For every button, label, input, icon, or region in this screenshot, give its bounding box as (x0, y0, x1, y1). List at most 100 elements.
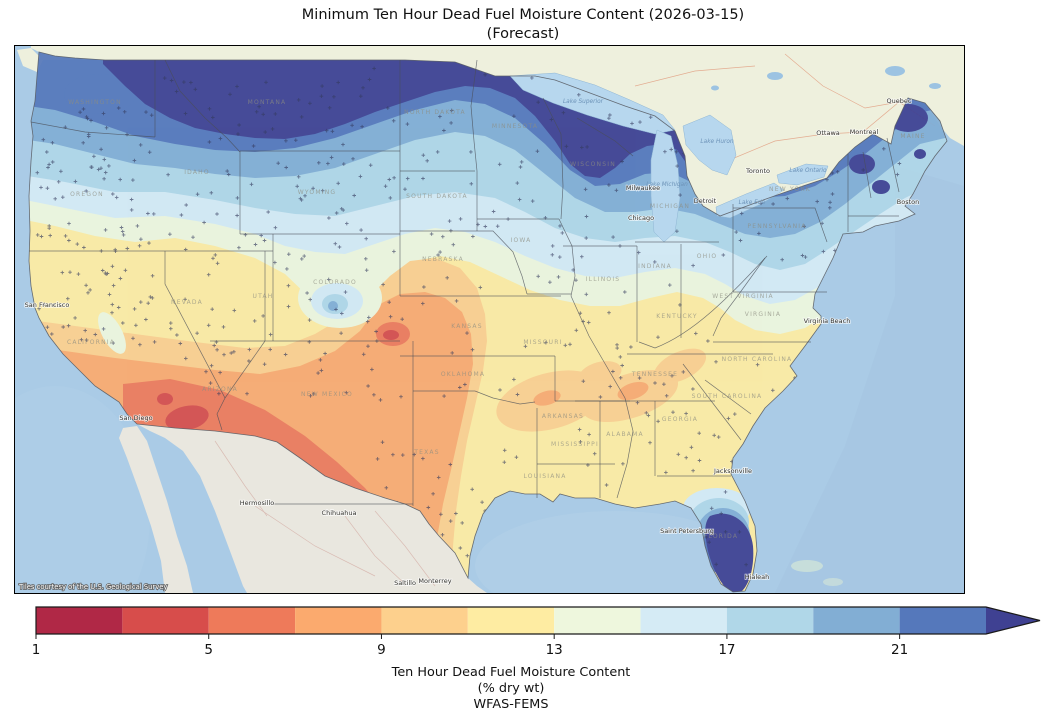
baja-california (119, 426, 193, 593)
state-name-label: SOUTH DAKOTA (406, 193, 468, 200)
city-label: Virginia Beach (804, 317, 851, 325)
state-name-label: OKLAHOMA (441, 371, 485, 378)
colorbar-segment (554, 607, 641, 634)
colorbar-segments (36, 607, 986, 634)
colorbar-title-line1: Ten Hour Dead Fuel Moisture Content (391, 665, 631, 680)
colorbar-segment (813, 607, 900, 634)
state-name-label: PENNSYLVANIA (747, 223, 806, 230)
city-label: San Francisco (25, 301, 70, 309)
state-border-line (733, 207, 828, 243)
state-border-line (886, 137, 900, 193)
colorbar-segment (36, 607, 123, 634)
colorbar-title-line3: WFAS-FEMS (474, 697, 549, 712)
canada-land (31, 46, 964, 216)
colorbar-segment (381, 607, 468, 634)
figure-title: Minimum Ten Hour Dead Fuel Moisture Cont… (0, 6, 1046, 43)
lake-name-label: Lake Superior (563, 99, 604, 105)
city-name-labels: Quebec Montreal Ottawa Toronto Boston Detroit… (24, 96, 920, 588)
state-border-line (576, 117, 634, 157)
state-name-label: LOUISIANA (523, 473, 566, 480)
state-border-line (682, 363, 742, 441)
state-name-label: MINNESOTA (492, 123, 538, 130)
lake-name-label: Lake Erie (739, 200, 766, 206)
colorbar-ticks (35, 634, 901, 639)
colorbar-tick-label: 1 (32, 642, 41, 658)
colorbar-segment (208, 607, 296, 634)
map-frame: WASHINGTON MONTANA NORTH DAKOTA MINNESOTA WI… (14, 45, 965, 594)
lake-name-label: Lake Huron (700, 139, 734, 145)
mexico-roads (214, 440, 436, 587)
state-name-label: INDIANA (638, 263, 672, 270)
state-name-label: IOWA (510, 237, 531, 244)
city-label: San Diego (119, 414, 152, 422)
state-name-label: WASHINGTON (68, 99, 122, 106)
colorbar-segment (726, 607, 814, 634)
state-border-line (224, 340, 266, 399)
state-name-label: NEBRASKA (422, 256, 464, 263)
state-name-label: WYOMING (298, 189, 336, 196)
state-name-label: NEVADA (171, 299, 203, 306)
state-name-label: SOUTH CAROLINA (692, 393, 763, 400)
state-name-label: TENNESSEE (631, 371, 678, 378)
map-attribution: Tiles courtesy of the U.S. Geological Su… (18, 583, 167, 591)
city-label: Saint Petersburg (660, 527, 714, 535)
vancouver-island (17, 48, 43, 72)
colorbar-tick-label: 17 (718, 642, 735, 658)
state-name-label: NEW YORK (769, 186, 811, 193)
state-border-line (704, 379, 752, 415)
great-lakes (509, 72, 829, 243)
state-name-label: MONTANA (248, 99, 287, 106)
pacific-shading (15, 386, 150, 593)
state-name-label: WEST VIRGINIA (712, 293, 774, 300)
city-label: Milwaukee (626, 184, 660, 192)
city-label: Monterrey (418, 577, 451, 585)
colorbar-tick-label: 13 (546, 642, 563, 658)
colorbar-segment (899, 607, 986, 634)
bahama-bank (791, 560, 823, 572)
state-name-label: NEW MEXICO (301, 391, 353, 398)
city-label: Hialeah (745, 573, 770, 581)
state-border-line (164, 59, 241, 153)
state-name-label: UTAH (252, 293, 273, 300)
state-name-label: MICHIGAN (650, 203, 690, 210)
colorbar-segment (295, 607, 382, 634)
state-name-label: ALABAMA (606, 431, 644, 438)
state-name-label: IDAHO (184, 169, 210, 176)
colorbar-title-line2: (% dry wt) (478, 681, 545, 696)
state-border-line (30, 121, 156, 138)
figure-title-line2: (Forecast) (486, 25, 560, 42)
state-border-line (413, 390, 536, 405)
city-label: Toronto (745, 167, 770, 175)
state-borders (29, 59, 900, 506)
state-name-label: VIRGINIA (745, 311, 781, 318)
city-label: Chicago (628, 214, 654, 222)
colorbar-tick-label: 9 (377, 642, 386, 658)
state-name-label: ILLINOIS (586, 276, 621, 283)
lake-name-labels: Lake Superior Lake Michigan Lake Huron Lake… (563, 99, 827, 206)
state-name-label: FLORIDA (704, 533, 738, 540)
colorbar-segment (122, 607, 209, 634)
state-name-label: NORTH CAROLINA (722, 356, 793, 363)
state-name-label: MAINE (900, 133, 925, 140)
canada-lakes (711, 66, 941, 91)
state-name-label: MISSISSIPPI (551, 441, 599, 448)
state-name-label: CALIFORNIA (67, 339, 115, 346)
state-border-line (470, 59, 478, 172)
city-label: Boston (897, 198, 919, 206)
colorbar-tick-labels: 1 5 9 13 17 21 (32, 642, 909, 658)
city-label: Chihuahua (322, 509, 357, 517)
lake-name-label: Lake Ontario (789, 168, 827, 174)
lake-name-label: Lake Michigan (646, 182, 688, 188)
state-border-line (638, 255, 768, 349)
state-border-line (542, 97, 564, 220)
figure-title-line1: Minimum Ten Hour Dead Fuel Moisture Cont… (301, 7, 745, 23)
city-label: Ottawa (816, 129, 840, 137)
city-label: Montreal (850, 128, 879, 136)
state-name-labels: WASHINGTON MONTANA NORTH DAKOTA MINNESOTA WI… (67, 99, 925, 540)
state-name-label: WISCONSIN (570, 161, 616, 168)
city-label: Detroit (694, 197, 717, 205)
colorbar-segment (467, 607, 555, 634)
city-label: Quebec (887, 97, 912, 105)
city-label: Jacksonville (713, 467, 752, 475)
bahama-bank2 (823, 578, 843, 586)
